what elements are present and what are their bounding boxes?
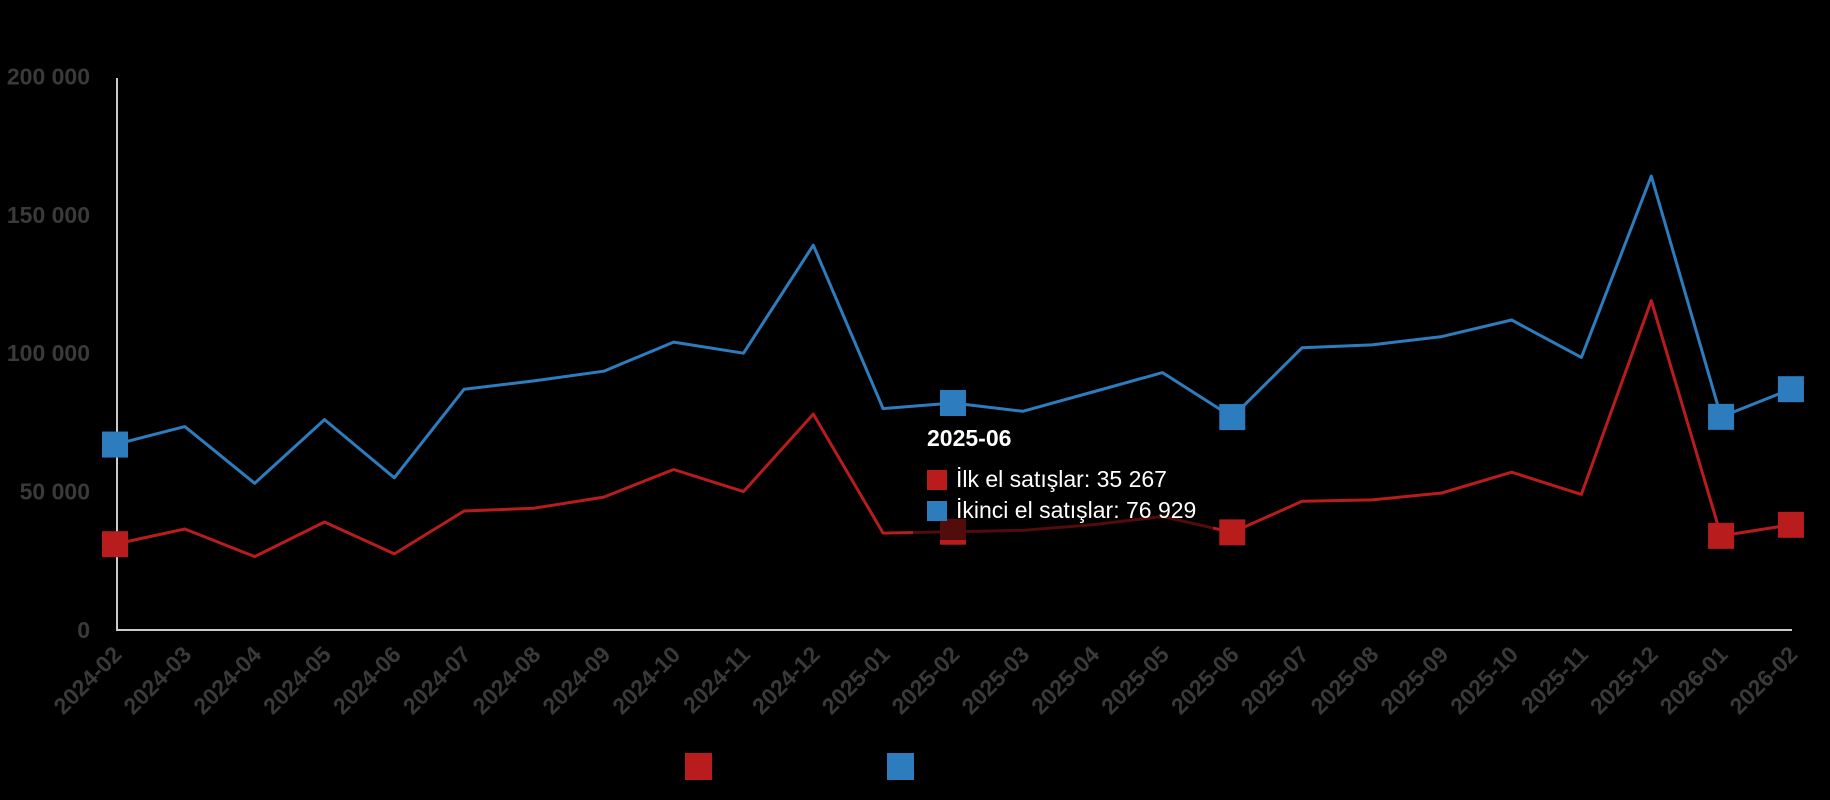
second-hand-swatch-icon	[927, 500, 947, 521]
x-axis-tick-label: 2025-09	[1375, 641, 1453, 719]
x-axis-tick-label: 2024-11	[678, 641, 755, 718]
marker-second-hand-2025-06[interactable]	[1219, 404, 1246, 431]
x-axis-tick-label: 2024-03	[118, 641, 196, 719]
first-hand-swatch-icon	[927, 469, 947, 490]
tooltip-row-first-hand: İlk el satışlar: 35 267	[927, 464, 1201, 495]
x-axis-tick-label: 2024-12	[747, 641, 825, 719]
x-axis-tick-label: 2024-08	[467, 641, 545, 719]
tooltip-row-second-hand: İkinci el satışlar: 76 929	[927, 495, 1201, 526]
marker-first-hand-2025-06[interactable]	[1219, 519, 1246, 546]
tooltip-date: 2025-06	[927, 425, 1012, 451]
y-axis-tick-label: 0	[77, 617, 90, 643]
chart-tooltip: 2025-06 İlk el satışlar: 35 267 İkinci e…	[913, 417, 1213, 540]
x-axis-tick-label: 2025-10	[1445, 641, 1523, 719]
x-axis-tick-label: 2025-06	[1166, 641, 1244, 719]
x-axis-tick-label: 2026-01	[1655, 641, 1733, 719]
x-axis-tick-label: 2025-03	[956, 641, 1034, 719]
marker-second-hand-2026-01[interactable]	[1708, 403, 1735, 430]
x-axis-tick-label: 2024-09	[537, 641, 615, 719]
legend-swatch-second-hand[interactable]	[887, 753, 914, 780]
x-axis-tick-label: 2024-10	[607, 641, 685, 719]
x-axis-tick-label: 2026-02	[1724, 641, 1802, 719]
tooltip-row-text: İkinci el satışlar: 76 929	[956, 497, 1197, 523]
x-axis-tick-label: 2024-04	[188, 641, 266, 719]
y-axis-tick-label: 100 000	[7, 340, 90, 366]
x-axis-tick-label: 2025-12	[1585, 641, 1663, 719]
marker-second-hand-2026-02[interactable]	[1777, 376, 1804, 403]
y-axis-tick-label: 50 000	[20, 479, 90, 505]
y-axis-tick-label: 200 000	[7, 63, 90, 89]
x-axis-tick-label: 2024-07	[398, 641, 476, 719]
x-axis-tick-label: 2024-02	[48, 641, 126, 719]
x-axis-tick-label: 2025-07	[1236, 641, 1314, 719]
legend-swatch-first-hand[interactable]	[685, 753, 712, 780]
marker-first-hand-2026-02[interactable]	[1777, 511, 1804, 538]
x-axis-tick-label: 2024-06	[328, 641, 406, 719]
marker-first-hand-2026-01[interactable]	[1708, 522, 1735, 549]
x-axis-tick-label: 2025-04	[1026, 641, 1104, 719]
x-axis-tick-label: 2025-01	[817, 641, 895, 719]
marker-second-hand-2025-02[interactable]	[939, 390, 966, 417]
x-axis-tick-label: 2025-08	[1305, 641, 1383, 719]
x-axis-tick-label: 2025-05	[1096, 641, 1174, 719]
y-axis-tick-label: 150 000	[7, 202, 90, 228]
x-axis-tick-label: 2025-02	[886, 641, 964, 719]
x-axis-tick-label: 2025-11	[1516, 641, 1593, 718]
marker-second-hand-2024-02[interactable]	[102, 431, 128, 458]
x-axis-tick-label: 2024-05	[258, 641, 336, 719]
tooltip-row-text: İlk el satışlar: 35 267	[956, 466, 1167, 492]
marker-first-hand-2024-02[interactable]	[102, 531, 128, 558]
